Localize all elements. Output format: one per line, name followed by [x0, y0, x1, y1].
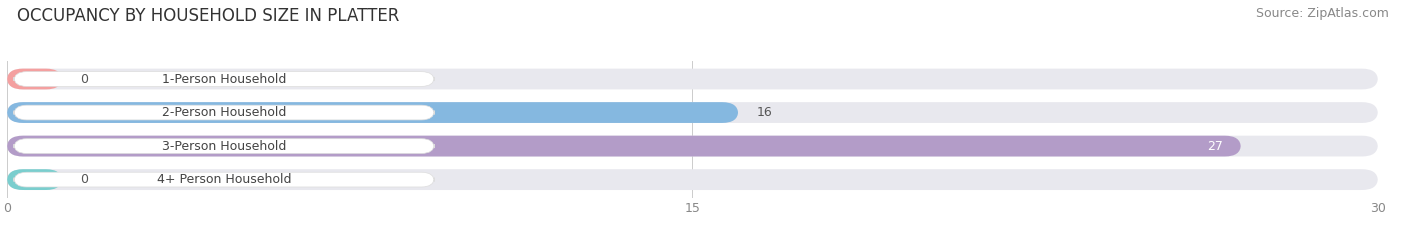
Text: 2-Person Household: 2-Person Household: [162, 106, 287, 119]
FancyBboxPatch shape: [14, 172, 434, 187]
Text: 3-Person Household: 3-Person Household: [162, 140, 287, 153]
Text: 27: 27: [1206, 140, 1222, 153]
FancyBboxPatch shape: [7, 102, 738, 123]
Text: Source: ZipAtlas.com: Source: ZipAtlas.com: [1256, 7, 1389, 20]
FancyBboxPatch shape: [7, 136, 1240, 157]
Text: 16: 16: [756, 106, 772, 119]
FancyBboxPatch shape: [14, 139, 434, 154]
FancyBboxPatch shape: [14, 105, 434, 120]
Text: OCCUPANCY BY HOUSEHOLD SIZE IN PLATTER: OCCUPANCY BY HOUSEHOLD SIZE IN PLATTER: [17, 7, 399, 25]
FancyBboxPatch shape: [7, 169, 62, 190]
FancyBboxPatch shape: [7, 102, 1378, 123]
Text: 0: 0: [80, 72, 89, 86]
Text: 0: 0: [80, 173, 89, 186]
FancyBboxPatch shape: [7, 169, 1378, 190]
Text: 1-Person Household: 1-Person Household: [162, 72, 287, 86]
FancyBboxPatch shape: [7, 136, 1378, 157]
FancyBboxPatch shape: [14, 72, 434, 86]
Text: 4+ Person Household: 4+ Person Household: [157, 173, 291, 186]
FancyBboxPatch shape: [7, 69, 62, 89]
FancyBboxPatch shape: [7, 69, 1378, 89]
